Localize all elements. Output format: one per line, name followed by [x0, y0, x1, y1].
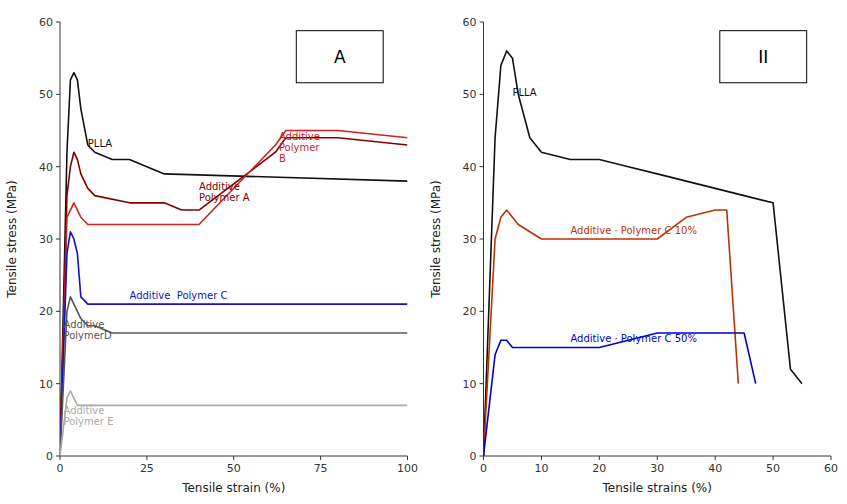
y-tick-label: 10: [463, 378, 477, 391]
series-line: [484, 333, 756, 456]
y-tick-label: 30: [463, 233, 477, 246]
annotation-line: Polymer A: [199, 192, 250, 203]
y-tick: [56, 456, 60, 457]
annotation: AdditivePolymerB: [279, 131, 320, 164]
x-tick-label: 25: [140, 462, 154, 475]
annotation: AdditivePolymer E: [63, 405, 113, 427]
y-tick: [56, 22, 60, 23]
x-tick-label: 10: [534, 462, 548, 475]
annotation-line: PLLA: [88, 138, 112, 149]
series-line: [60, 232, 408, 456]
annotation-line: Additive: [63, 405, 104, 416]
x-tick-label: 30: [650, 462, 664, 475]
annotation: Additive Polymer C: [130, 290, 228, 301]
y-tick: [56, 311, 60, 312]
y-tick-label: 50: [463, 88, 477, 101]
y-tick-label: 0: [46, 450, 53, 463]
x-tick-label: 0: [57, 462, 64, 475]
x-tick: [599, 456, 600, 460]
chart: 0 10 20 30 40 50 60 0 10 20 30 40 50 60 Tensile strain…: [429, 16, 839, 495]
annotation-line: Polymer E: [63, 416, 113, 427]
y-tick: [480, 311, 484, 312]
figure: 02550751000102030405060Tensile strain (%…: [0, 0, 847, 504]
x-axis-label: Tensile strain (%): [181, 481, 285, 495]
y-tick: [480, 383, 484, 384]
x-tick-label: 20: [592, 462, 606, 475]
series-line: [60, 131, 408, 457]
x-tick: [60, 456, 61, 460]
y-tick-label: 60: [463, 16, 477, 29]
x-tick-label: 60: [824, 462, 838, 475]
y-tick-label: 40: [463, 161, 477, 174]
y-tick: [480, 94, 484, 95]
y-tick-label: 0: [470, 450, 477, 463]
y-tick: [480, 22, 484, 23]
x-tick: [407, 456, 408, 460]
y-tick: [56, 239, 60, 240]
annotation: PLLA: [88, 138, 112, 149]
annotation-line: Additive: [199, 181, 240, 192]
y-axis-label: Tensile stress (MPa): [5, 180, 19, 299]
series-line: [60, 138, 408, 456]
x-tick: [483, 456, 484, 460]
y-axis-label: Tensile stress (MPa): [429, 180, 443, 299]
x-tick-label: 40: [708, 462, 722, 475]
y-tick: [480, 456, 484, 457]
y-tick: [56, 166, 60, 167]
x-tick-label: 50: [227, 462, 241, 475]
annotation-line: Additive · Polymer C 10%: [570, 225, 697, 236]
y-tick-label: 50: [39, 88, 53, 101]
title-box: [296, 31, 383, 83]
y-tick-label: 10: [39, 378, 53, 391]
x-tick: [657, 456, 658, 460]
y-tick-label: 40: [39, 161, 53, 174]
plot-area: [60, 73, 408, 456]
chart-title: A: [334, 47, 346, 67]
x-tick: [715, 456, 716, 460]
series-line: [60, 391, 408, 456]
annotation-line: B: [279, 153, 286, 164]
x-tick-label: 50: [766, 462, 780, 475]
x-tick: [831, 456, 832, 460]
x-tick-label: 0: [480, 462, 487, 475]
annotation: Additive · Polymer C 10%: [570, 225, 697, 236]
series-line: [484, 51, 803, 456]
y-tick-label: 20: [39, 305, 53, 318]
y-tick-label: 60: [39, 16, 53, 29]
series-line: [60, 73, 408, 456]
y-tick-label: 20: [463, 305, 477, 318]
x-tick: [320, 456, 321, 460]
x-tick: [146, 456, 147, 460]
y-tick-label: 30: [39, 233, 53, 246]
y-tick: [56, 94, 60, 95]
x-tick-label: 100: [397, 462, 418, 475]
x-tick: [541, 456, 542, 460]
title-box: [720, 31, 807, 83]
annotation: PLLA: [512, 87, 536, 98]
annotation: AdditivePolymerD: [63, 319, 111, 341]
annotation-line: Polymer: [279, 142, 320, 153]
x-axis-label: Tensile strains (%): [602, 481, 712, 495]
annotation: Additive · Polymer C 50%: [570, 333, 697, 344]
annotation-line: Additive: [63, 319, 104, 330]
chart-title: II: [758, 47, 768, 67]
chart: 0 25 50 75 100 0 10 20 30 40 50 60 Tensile strain (%…: [5, 16, 418, 495]
annotation-line: Additive Polymer C: [130, 290, 228, 301]
annotation: AdditivePolymer A: [199, 181, 250, 203]
series-line: [60, 297, 408, 456]
annotation-line: PLLA: [512, 87, 536, 98]
y-tick: [480, 166, 484, 167]
annotation-line: PolymerD: [63, 330, 111, 341]
annotation-line: Additive: [279, 131, 320, 142]
annotation-line: Additive · Polymer C 50%: [570, 333, 697, 344]
y-tick: [480, 239, 484, 240]
x-tick: [773, 456, 774, 460]
plot-area: [484, 51, 803, 456]
x-tick-label: 75: [314, 462, 328, 475]
y-tick: [56, 383, 60, 384]
x-tick: [233, 456, 234, 460]
